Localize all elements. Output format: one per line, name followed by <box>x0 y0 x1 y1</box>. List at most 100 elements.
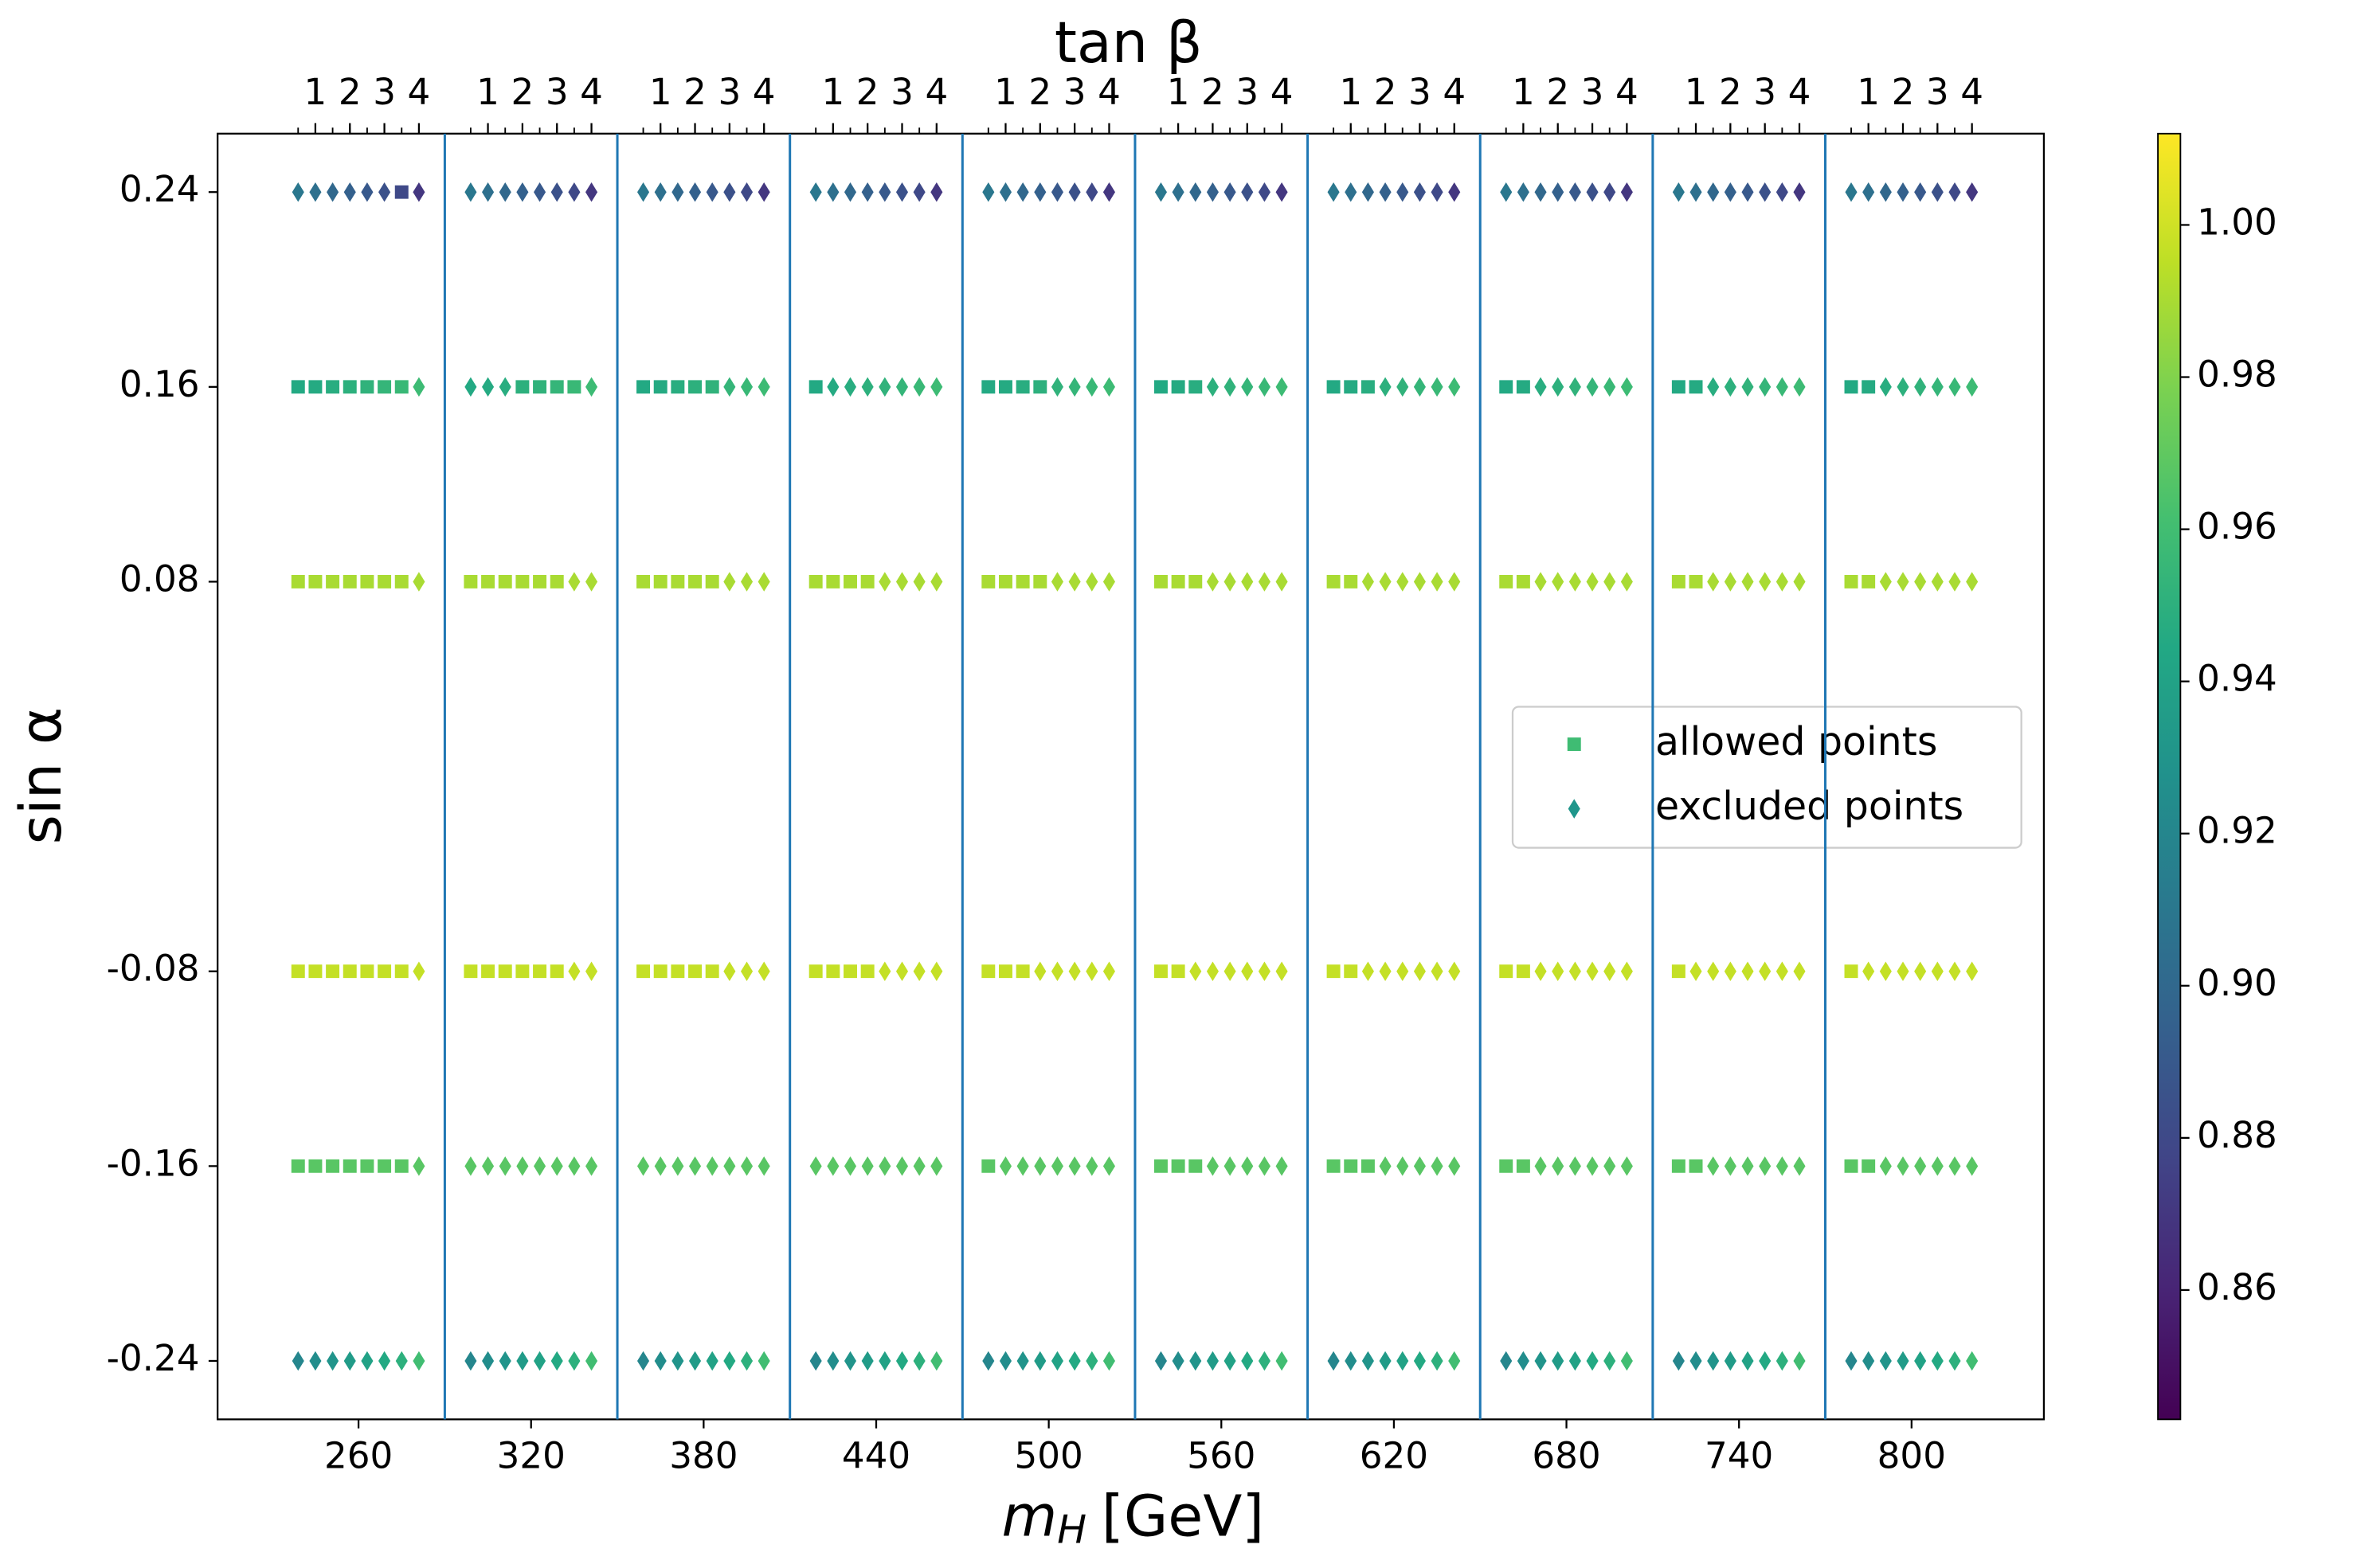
colorbar-tick-label: 0.88 <box>2197 1114 2277 1156</box>
excluded-point <box>1223 182 1236 202</box>
y-tick-label: -0.16 <box>107 1142 200 1184</box>
allowed-point <box>550 574 564 588</box>
top-tick-label: 3 <box>1235 71 1259 113</box>
excluded-point <box>568 961 581 981</box>
excluded-point <box>1672 182 1685 202</box>
y-tick-label: -0.24 <box>107 1337 200 1379</box>
allowed-point <box>808 574 823 588</box>
excluded-point <box>1568 1351 1581 1371</box>
excluded-point <box>1172 1351 1184 1371</box>
excluded-point <box>1707 182 1720 202</box>
allowed-point <box>981 574 996 588</box>
allowed-point <box>326 1159 340 1173</box>
excluded-point <box>758 1351 770 1371</box>
excluded-point <box>482 377 495 397</box>
excluded-point <box>1603 377 1616 397</box>
allowed-point <box>844 964 857 979</box>
excluded-point <box>654 182 667 202</box>
colorbar-tick-label: 0.90 <box>2197 962 2277 1004</box>
excluded-point <box>1879 1351 1892 1371</box>
allowed-point <box>705 380 719 394</box>
excluded-point <box>844 1351 857 1371</box>
allowed-point <box>1844 574 1858 588</box>
excluded-point <box>1931 1351 1944 1371</box>
x-tick-label: 320 <box>497 1434 566 1476</box>
excluded-point <box>585 1156 598 1176</box>
allowed-point <box>464 964 478 979</box>
top-tick-label: 1 <box>1167 71 1190 113</box>
excluded-point <box>1897 1351 1909 1371</box>
top-tick-label: 2 <box>683 71 707 113</box>
excluded-point <box>1586 182 1599 202</box>
excluded-point <box>1223 1156 1236 1176</box>
top-tick-label: 4 <box>1270 71 1294 113</box>
excluded-point <box>1914 961 1927 981</box>
allowed-point <box>705 964 719 979</box>
excluded-point <box>464 377 477 397</box>
allowed-point <box>844 574 857 588</box>
excluded-point <box>482 1351 495 1371</box>
top-tick-label: 3 <box>1063 71 1086 113</box>
excluded-point <box>723 1156 736 1176</box>
excluded-point <box>999 1156 1012 1176</box>
allowed-point <box>1171 964 1185 979</box>
allowed-point <box>688 380 703 394</box>
allowed-point <box>394 964 409 979</box>
top-tick-label: 4 <box>408 71 431 113</box>
allowed-point <box>533 574 547 588</box>
top-tick-label: 3 <box>373 71 396 113</box>
allowed-point <box>1862 574 1876 588</box>
excluded-point <box>550 182 563 202</box>
allowed-point <box>671 574 685 588</box>
top-tick-label: 4 <box>925 71 948 113</box>
excluded-point <box>292 182 304 202</box>
y-tick-label: -0.08 <box>107 948 200 990</box>
excluded-point <box>1931 961 1944 981</box>
allowed-point <box>1153 380 1168 394</box>
allowed-point <box>343 574 357 588</box>
allowed-point <box>533 964 547 979</box>
allowed-point <box>308 1159 323 1173</box>
excluded-point <box>1568 961 1581 981</box>
excluded-point <box>913 1156 926 1176</box>
excluded-point <box>982 182 995 202</box>
excluded-point <box>1552 182 1564 202</box>
allowed-point <box>1671 574 1685 588</box>
excluded-point <box>723 1351 736 1371</box>
excluded-point <box>1707 961 1720 981</box>
excluded-point <box>1879 182 1892 202</box>
excluded-point <box>1897 961 1909 981</box>
allowed-point <box>533 380 547 394</box>
excluded-point <box>999 1351 1012 1371</box>
allowed-point <box>1844 964 1858 979</box>
excluded-point <box>1552 1351 1564 1371</box>
allowed-point <box>860 574 875 588</box>
y-axis-title: sin α <box>8 707 74 844</box>
allowed-point <box>326 574 340 588</box>
excluded-point <box>1741 182 1754 202</box>
allowed-point <box>1016 380 1030 394</box>
excluded-point <box>568 1351 581 1371</box>
excluded-point <box>361 182 374 202</box>
excluded-point <box>740 1351 754 1371</box>
top-tick-label: 1 <box>821 71 844 113</box>
allowed-point <box>550 380 564 394</box>
top-tick-label: 1 <box>1512 71 1535 113</box>
top-tick-label: 2 <box>1892 71 1915 113</box>
excluded-point <box>482 1156 495 1176</box>
top-tick-label: 1 <box>1685 71 1708 113</box>
allowed-point <box>378 964 392 979</box>
top-tick-label: 1 <box>476 71 499 113</box>
excluded-point <box>1707 1156 1720 1176</box>
allowed-point <box>1671 964 1685 979</box>
excluded-point <box>1016 182 1029 202</box>
excluded-point <box>1914 182 1927 202</box>
excluded-point <box>844 377 857 397</box>
allowed-point <box>515 380 530 394</box>
top-tick-label: 1 <box>304 71 327 113</box>
legend-label: allowed points <box>1655 719 1937 764</box>
x-tick-label: 560 <box>1187 1434 1255 1476</box>
allowed-point <box>808 380 823 394</box>
allowed-point <box>464 574 478 588</box>
x-tick-label: 500 <box>1014 1434 1083 1476</box>
